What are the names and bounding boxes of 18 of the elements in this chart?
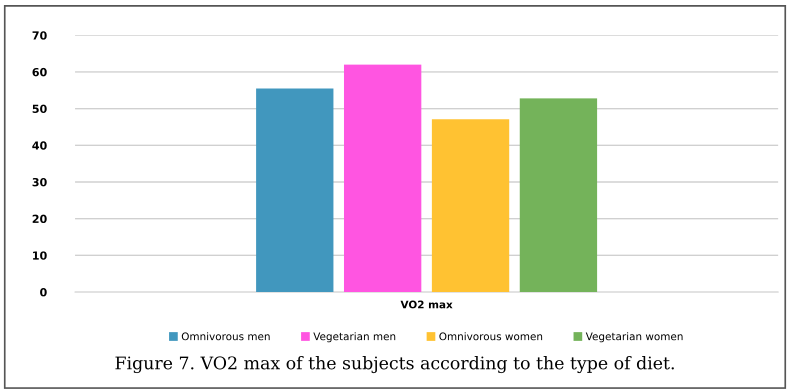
y-tick-label: 60 (32, 68, 47, 76)
bar (432, 119, 510, 292)
y-tick-label: 30 (32, 178, 47, 186)
y-tick-label: 0 (40, 288, 47, 296)
y-tick-label: 70 (32, 31, 47, 40)
y-tick-label: 40 (32, 141, 47, 150)
bar (344, 64, 422, 292)
legend-label: Omnivorous men (182, 332, 270, 340)
legend-label: Vegetarian women (586, 332, 683, 342)
bar (520, 98, 598, 292)
y-tick-label: 10 (33, 251, 47, 260)
bar (256, 88, 334, 292)
caption: Figure 7. VO2 max of the subjects according to the type of diet. (115, 356, 674, 374)
y-tick-label: 50 (32, 104, 47, 114)
y-tick-label: 20 (32, 214, 47, 224)
x-tick-label: VO2 max (400, 300, 453, 308)
legend-label: Omnivorous women (439, 332, 542, 340)
legend-label: Vegetarian men (313, 332, 396, 342)
